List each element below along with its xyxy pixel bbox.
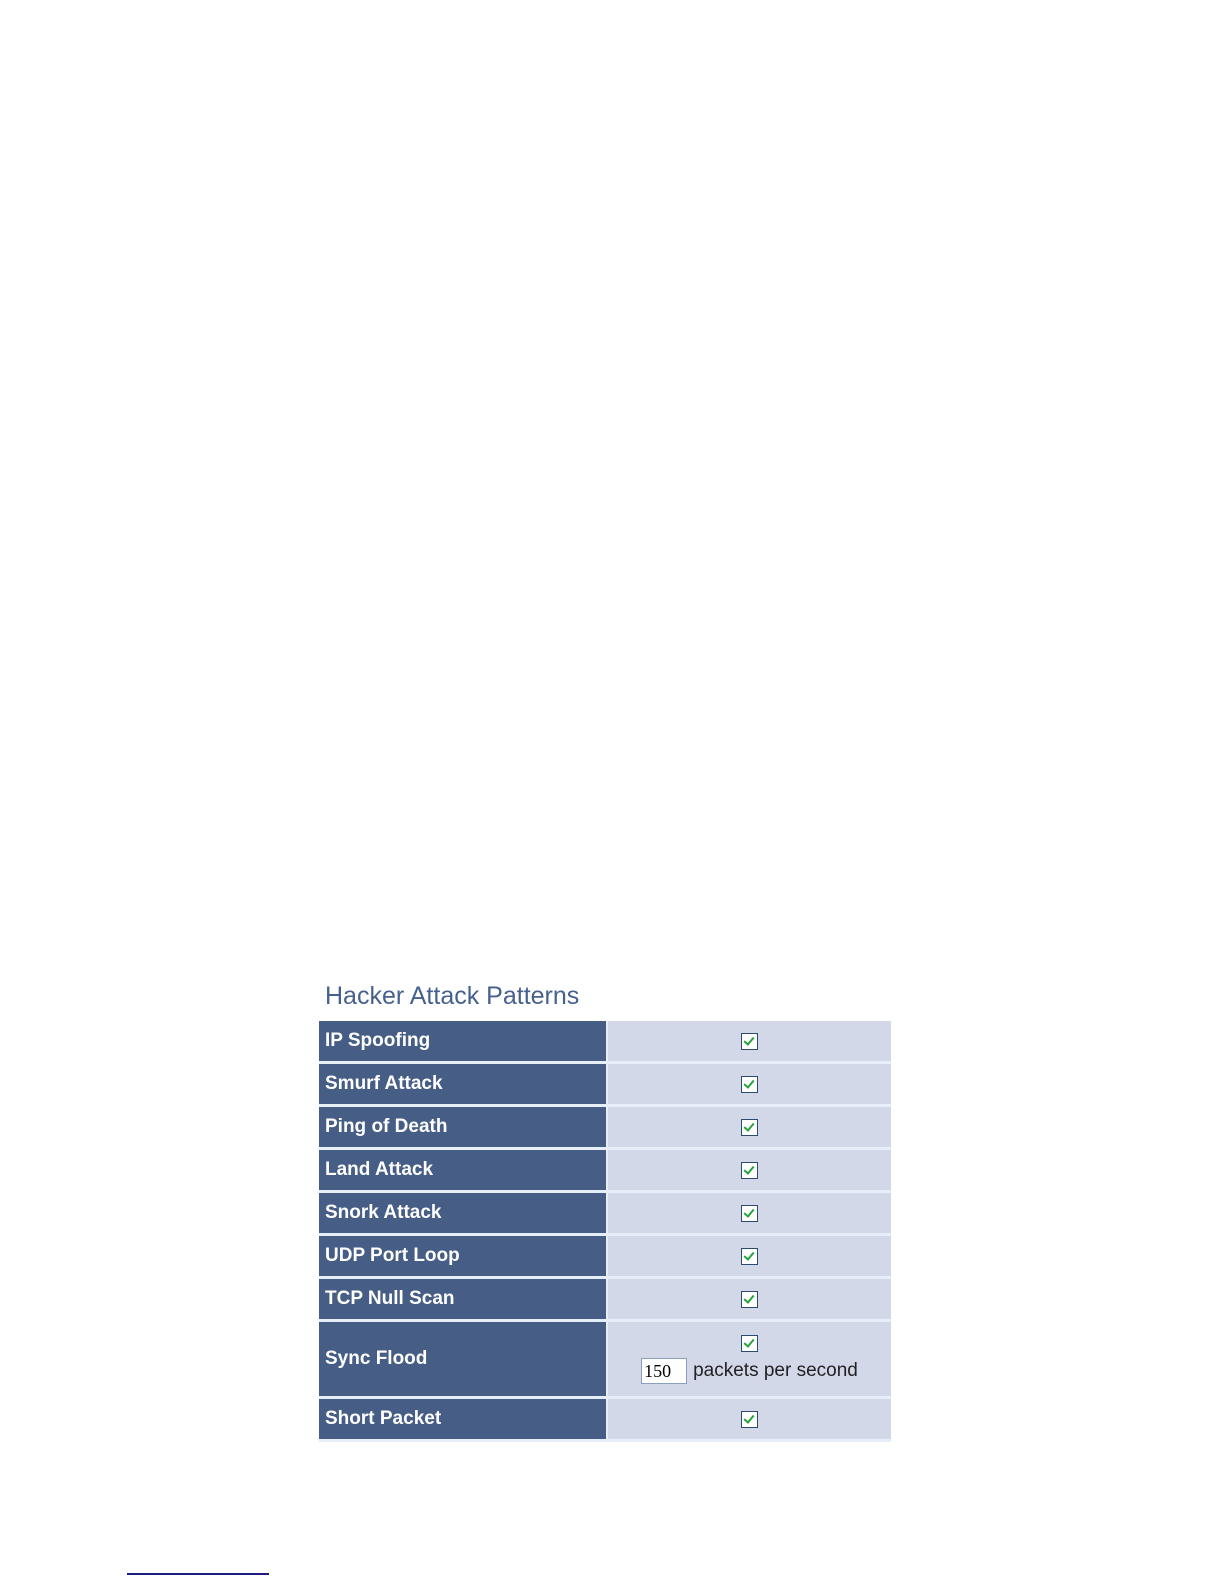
attack-label: TCP Null Scan [319, 1277, 608, 1322]
enable-checkbox[interactable] [741, 1290, 758, 1308]
attack-value-cell [607, 1397, 891, 1442]
attack-patterns-table: IP Spoofing Smurf Attack Ping of Death Land… [319, 1021, 891, 1442]
attack-value-cell [607, 1062, 891, 1107]
table-row: Ping of Death [319, 1105, 891, 1150]
enable-checkbox[interactable] [741, 1118, 758, 1136]
attack-value-cell [607, 1277, 891, 1322]
attack-value-cell: packets per second [607, 1320, 891, 1399]
enable-checkbox[interactable] [741, 1032, 758, 1050]
enable-checkbox[interactable] [741, 1247, 758, 1265]
enable-checkbox[interactable] [741, 1410, 758, 1428]
table-row: Land Attack [319, 1148, 891, 1193]
attack-label: Sync Flood [319, 1320, 608, 1399]
attack-label: Snork Attack [319, 1191, 608, 1236]
table-row: UDP Port Loop [319, 1234, 891, 1279]
table-row: Smurf Attack [319, 1062, 891, 1107]
attack-label: IP Spoofing [319, 1021, 608, 1064]
rate-input[interactable] [641, 1358, 688, 1384]
footnote-divider [127, 1573, 269, 1575]
enable-checkbox[interactable] [741, 1204, 758, 1222]
section-title: Hacker Attack Patterns [325, 982, 580, 1010]
attack-label: Smurf Attack [319, 1062, 608, 1107]
attack-value-cell [607, 1191, 891, 1236]
attack-label: UDP Port Loop [319, 1234, 608, 1279]
table-row: IP Spoofing [319, 1021, 891, 1064]
enable-checkbox[interactable] [741, 1161, 758, 1179]
attack-label: Short Packet [319, 1397, 608, 1442]
rate-unit: packets per second [693, 1360, 858, 1381]
table-row: Snork Attack [319, 1191, 891, 1236]
attack-value-cell [607, 1105, 891, 1150]
attack-value-cell [607, 1021, 891, 1064]
attack-value-cell [607, 1148, 891, 1193]
enable-checkbox[interactable] [741, 1334, 758, 1352]
table-row: Short Packet [319, 1397, 891, 1442]
table-row: TCP Null Scan [319, 1277, 891, 1322]
attack-label: Ping of Death [319, 1105, 608, 1150]
table-row: Sync Flood packets per second [319, 1320, 891, 1399]
attack-label: Land Attack [319, 1148, 608, 1193]
attack-value-cell [607, 1234, 891, 1279]
enable-checkbox[interactable] [741, 1075, 758, 1093]
